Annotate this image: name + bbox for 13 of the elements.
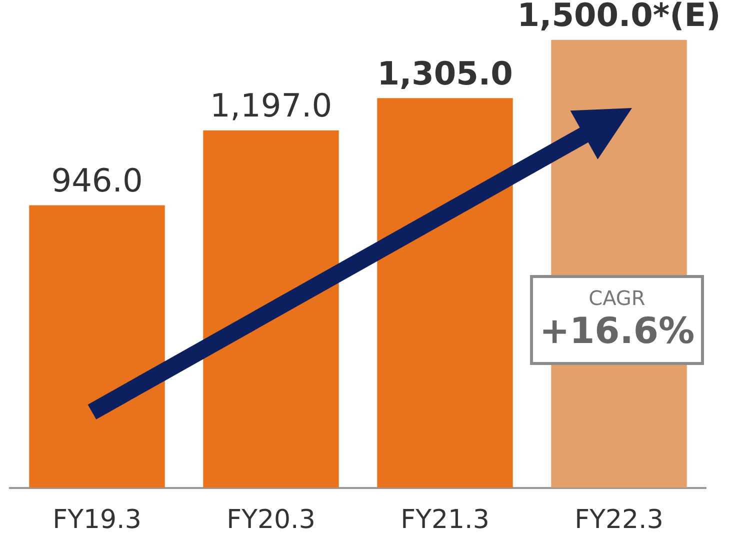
- annotation: CAGR: [588, 286, 646, 310]
- data-label: 1,500.0*(E): [517, 0, 721, 34]
- bar: [203, 130, 339, 488]
- bar: [377, 98, 513, 488]
- x-tick-label: FY20.3: [226, 505, 316, 536]
- annotation: +16.6%: [538, 310, 696, 354]
- x-tick-label: FY19.3: [52, 505, 142, 536]
- x-tick-label: FY21.3: [400, 505, 490, 536]
- data-label: 1,197.0: [210, 86, 332, 125]
- bar: [29, 205, 165, 488]
- data-label: 1,305.0: [377, 54, 513, 92]
- x-tick-label: FY22.3: [574, 505, 664, 536]
- data-label: 946.0: [51, 162, 143, 200]
